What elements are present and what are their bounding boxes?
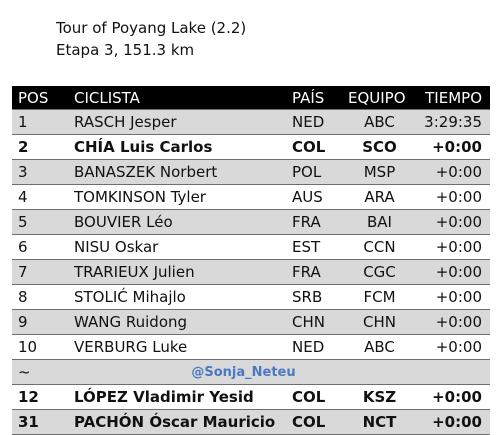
cell-rider: PACHÓN Óscar Mauricio (74, 413, 276, 431)
cell-time: +0:00 (432, 388, 482, 406)
cell-time: +0:00 (435, 338, 482, 356)
table-row: 2 CHÍA Luis Carlos COL SCO +0:00 (12, 134, 490, 160)
cell-rider: WANG Ruidong (74, 313, 188, 331)
table-row: 10 VERBURG Luke NED ABC +0:00 (12, 334, 490, 360)
cell-team: KSZ (362, 388, 397, 406)
header-row: POS CICLISTA PAÍS EQUIPO TIEMPO (12, 86, 490, 110)
cell-team: CGC (363, 263, 396, 281)
cell-team: ABC (364, 113, 395, 131)
cell-team: NCT (362, 413, 397, 431)
cell-rider: TRARIEUX Julien (74, 263, 195, 281)
cell-time: +0:00 (435, 188, 482, 206)
table-row: 5 BOUVIER Léo FRA BAI +0:00 (12, 209, 490, 235)
table-row: 31 PACHÓN Óscar Mauricio COL NCT +0:00 (12, 409, 490, 435)
cell-country: EST (292, 238, 321, 256)
cell-team: ARA (364, 188, 395, 206)
cell-time: +0:00 (435, 213, 482, 231)
cell-rider: RASCH Jesper (74, 113, 177, 131)
cell-pos: 5 (18, 213, 28, 231)
header-country: PAÍS (292, 88, 325, 107)
cell-team: SCO (362, 138, 397, 156)
cell-pos: 31 (18, 413, 39, 431)
table-row: 12 LÓPEZ Vladimir Yesid COL KSZ +0:00 (12, 384, 490, 410)
cell-pos: 7 (18, 263, 28, 281)
cell-pos: 2 (18, 138, 29, 156)
cell-country: POL (292, 163, 322, 181)
stage-subtitle: Etapa 3, 151.3 km (56, 41, 195, 59)
separator-empty (413, 360, 490, 385)
cell-rider: VERBURG Luke (74, 338, 188, 356)
cell-pos: 9 (18, 313, 28, 331)
header-rider: CICLISTA (74, 88, 140, 107)
table-row: 4 TOMKINSON Tyler AUS ARA +0:00 (12, 184, 490, 210)
cell-rider: BANASZEK Norbert (74, 163, 218, 181)
cell-team: CHN (363, 313, 396, 331)
separator-row: ~ @Sonja_Neteu (12, 359, 490, 385)
cell-country: COL (292, 413, 326, 431)
cell-time: +0:00 (432, 413, 482, 431)
header-time: TIEMPO (425, 88, 482, 107)
table-row: 3 BANASZEK Norbert POL MSP +0:00 (12, 159, 490, 185)
cell-team: BAI (367, 213, 392, 231)
cell-time: +0:00 (435, 313, 482, 331)
cell-pos: 8 (18, 288, 28, 306)
cell-rider: TOMKINSON Tyler (74, 188, 206, 206)
table-row: 9 WANG Ruidong CHN CHN +0:00 (12, 309, 490, 335)
cell-country: COL (292, 388, 326, 406)
cell-team: CCN (363, 238, 396, 256)
cell-country: AUS (292, 188, 323, 206)
cell-time: +0:00 (435, 238, 482, 256)
cell-country: FRA (292, 213, 321, 231)
cell-rider: CHÍA Luis Carlos (74, 138, 213, 156)
cell-pos: 6 (18, 238, 28, 256)
results-table: POS CICLISTA PAÍS EQUIPO TIEMPO 1 RASCH … (12, 86, 490, 435)
cell-rider: LÓPEZ Vladimir Yesid (74, 388, 254, 406)
cell-pos: 1 (18, 113, 28, 131)
cell-time: +0:00 (432, 138, 482, 156)
cell-country: CHN (292, 313, 325, 331)
cell-time: +0:00 (435, 263, 482, 281)
cell-country: FRA (292, 263, 321, 281)
cell-country: COL (292, 138, 326, 156)
cell-time: +0:00 (435, 163, 482, 181)
header-pos: POS (18, 88, 49, 107)
cell-pos: 10 (18, 338, 38, 356)
cell-team: ABC (364, 338, 395, 356)
race-title: Tour of Poyang Lake (2.2) (56, 19, 247, 37)
cell-country: NED (292, 338, 325, 356)
header-team: EQUIPO (348, 88, 406, 107)
cell-rider: STOLIĆ Mihajlo (74, 288, 186, 306)
cell-country: NED (292, 113, 325, 131)
cell-time: +0:00 (435, 288, 482, 306)
cell-pos: 4 (18, 188, 28, 206)
credit-watermark: @Sonja_Neteu (191, 364, 296, 380)
cell-rider: NISU Oskar (74, 238, 159, 256)
cell-pos: 12 (18, 388, 39, 406)
cell-team: FCM (363, 288, 396, 306)
table-row: 7 TRARIEUX Julien FRA CGC +0:00 (12, 259, 490, 285)
cell-pos: 3 (18, 163, 28, 181)
separator-symbol: ~ (18, 363, 31, 381)
cell-rider: BOUVIER Léo (74, 213, 173, 231)
table-row: 8 STOLIĆ Mihajlo SRB FCM +0:00 (12, 284, 490, 310)
table-row: 1 RASCH Jesper NED ABC 3:29:35 (12, 109, 490, 135)
cell-country: SRB (292, 288, 323, 306)
cell-team: MSP (363, 163, 396, 181)
table-row: 6 NISU Oskar EST CCN +0:00 (12, 234, 490, 260)
cell-time: 3:29:35 (424, 113, 482, 131)
